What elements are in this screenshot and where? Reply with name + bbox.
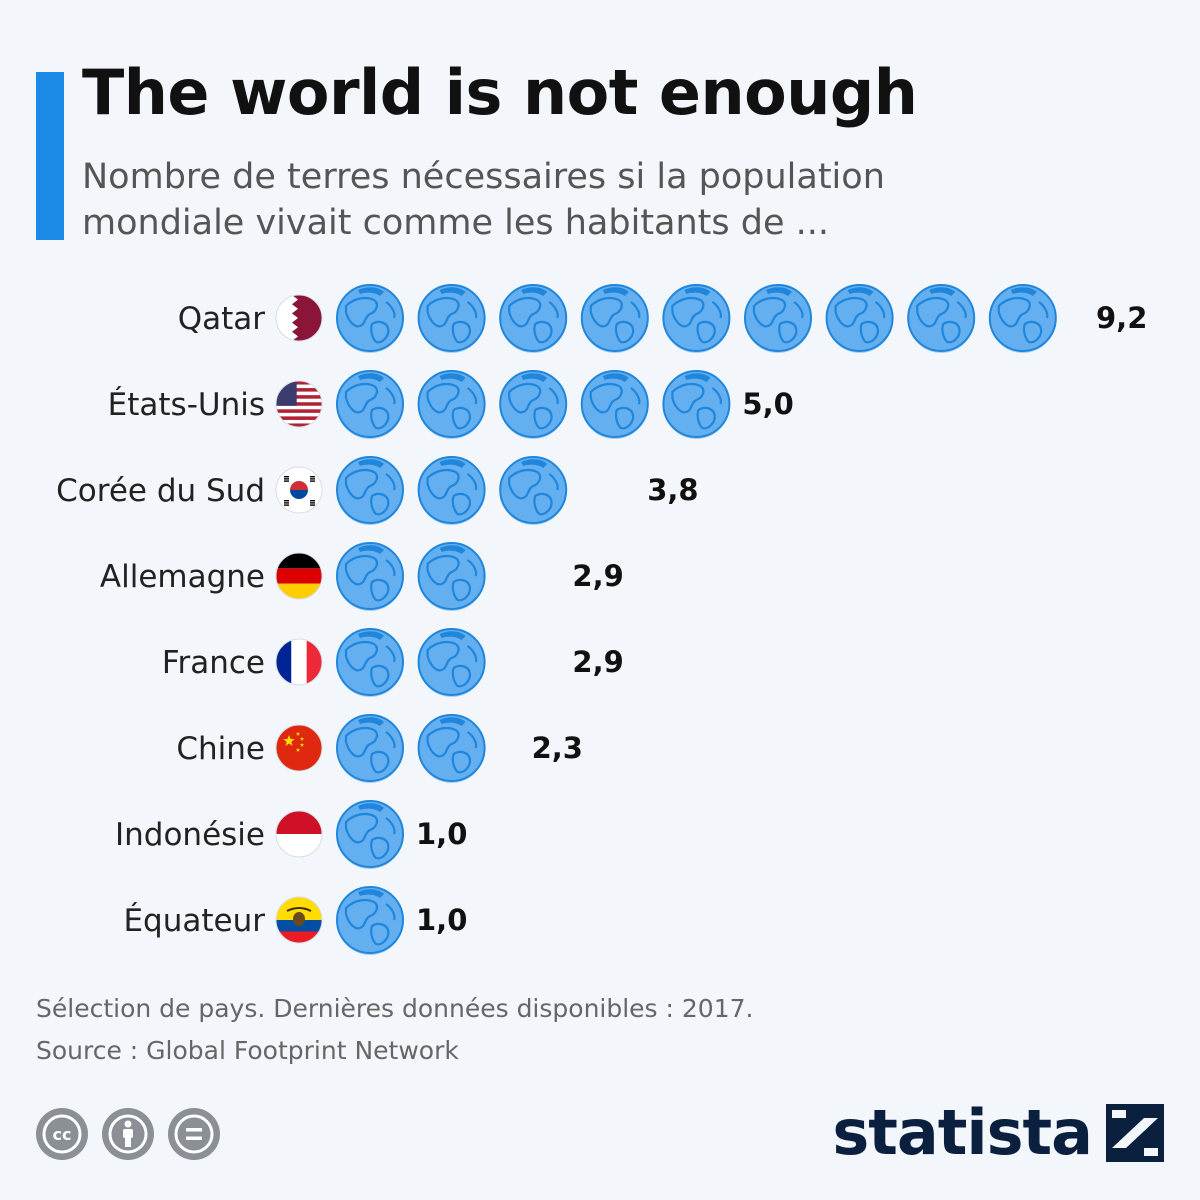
chart-row: Chine 2,3 — [176, 713, 583, 785]
chart-row: Équateur 1,0 — [123, 885, 467, 957]
globe-icon — [580, 455, 636, 527]
statista-logo[interactable]: statista — [832, 1096, 1164, 1169]
svg-text:cc: cc — [53, 1125, 72, 1144]
value-label: 5,0 — [742, 387, 793, 421]
cc-icon[interactable]: cc — [36, 1108, 88, 1160]
chart-row: Qatar 9,2 — [178, 283, 1147, 355]
globe-icon — [499, 541, 561, 613]
footnote-source: Source : Global Footprint Network — [36, 1036, 459, 1065]
globe-icon — [662, 369, 731, 441]
license-icons: cc — [36, 1108, 220, 1160]
pictogram-chart: Qatar 9,2 États-Unis 5,0 Corée du Sud 3,8 Alle… — [56, 283, 1147, 957]
flag-icon-usa — [275, 380, 323, 428]
globe-icon — [335, 283, 405, 355]
globe-icon — [335, 799, 405, 871]
globe-icon — [417, 713, 486, 785]
globe-icon — [580, 369, 649, 441]
globe-icon — [988, 283, 1057, 355]
globe-icon — [335, 455, 405, 527]
globe-icon — [335, 369, 405, 441]
value-label: 2,3 — [532, 731, 583, 765]
globe-icon — [417, 455, 486, 527]
chart-row: Corée du Sud 3,8 — [56, 455, 699, 527]
flag-icon-ecuador — [275, 896, 323, 944]
value-label: 9,2 — [1096, 301, 1147, 335]
globe-icon — [417, 627, 486, 699]
value-label: 3,8 — [647, 473, 698, 507]
value-label: 1,0 — [416, 903, 467, 937]
footnote-note: Sélection de pays. Dernières données dis… — [36, 994, 754, 1023]
globe-icon — [743, 283, 813, 355]
chart-row: États-Unis 5,0 — [108, 369, 794, 441]
country-label: États-Unis — [108, 387, 265, 423]
country-label: Indonésie — [115, 817, 265, 853]
globe-icon — [417, 369, 486, 441]
chart-subtitle: Nombre de terres nécessaires si la popul… — [82, 154, 982, 246]
statista-logo-icon — [1106, 1103, 1164, 1162]
footnote: Sélection de pays. Dernières données dis… — [36, 988, 753, 1072]
country-label: Corée du Sud — [56, 473, 265, 509]
country-label: Allemagne — [100, 559, 265, 595]
flag-icon-qatar — [275, 294, 323, 342]
flag-icon-germany — [275, 552, 323, 600]
country-label: Chine — [176, 731, 265, 767]
flag-icon-south-korea — [275, 466, 323, 514]
globe-icon — [335, 541, 405, 613]
flag-icon-indonesia — [275, 810, 323, 858]
globe-icon — [825, 283, 894, 355]
globe-icon — [499, 369, 568, 441]
globe-icon — [907, 283, 976, 355]
globe-icon — [335, 713, 405, 785]
country-label: France — [162, 645, 265, 681]
brand-name: statista — [832, 1096, 1093, 1169]
attribution-icon[interactable] — [102, 1108, 154, 1160]
no-derivatives-icon[interactable] — [168, 1108, 220, 1160]
flag-icon-france — [275, 638, 323, 686]
globe-icon — [499, 455, 568, 527]
chart-row: Allemagne 2,9 — [100, 541, 624, 613]
country-label: Qatar — [178, 301, 266, 337]
country-label: Équateur — [123, 903, 265, 939]
subtitle-line-1: Nombre de terres nécessaires si la popul… — [82, 157, 885, 197]
value-label: 2,9 — [572, 645, 623, 679]
chart-title: The world is not enough — [82, 56, 918, 129]
globe-icon — [335, 627, 405, 699]
globe-icon — [335, 885, 405, 957]
globe-icon — [580, 283, 649, 355]
globe-icon — [662, 283, 731, 355]
flag-icon-china — [275, 724, 323, 772]
accent-bar — [36, 72, 64, 240]
chart-row: France 2,9 — [162, 627, 624, 699]
globe-icon — [499, 283, 568, 355]
globe-icon — [499, 627, 561, 699]
subtitle-line-2: mondiale vivait comme les habitants de .… — [82, 203, 830, 243]
value-label: 2,9 — [572, 559, 623, 593]
chart-row: Indonésie 1,0 — [115, 799, 467, 871]
globe-icon — [417, 541, 486, 613]
globe-icon — [417, 283, 486, 355]
value-label: 1,0 — [416, 817, 467, 851]
